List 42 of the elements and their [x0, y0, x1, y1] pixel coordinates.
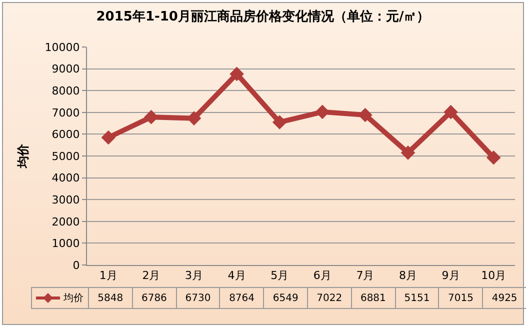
data-label: 6786: [132, 288, 176, 308]
data-label: 5848: [88, 288, 132, 308]
y-tick-label: 10000: [44, 40, 80, 54]
x-tick-label: 3月: [185, 269, 203, 282]
data-label: 8764: [220, 288, 264, 308]
legend-label: 均价: [62, 293, 84, 304]
x-tick-label: 2月: [142, 269, 160, 282]
data-label: 4925: [482, 288, 526, 308]
y-tick-label: 9000: [52, 62, 80, 76]
y-tick-label: 7000: [52, 106, 80, 120]
x-tick-label: 8月: [399, 269, 417, 282]
y-tick-label: 5000: [52, 150, 80, 163]
y-tick-label: 3000: [52, 193, 80, 206]
point: [486, 150, 501, 165]
x-tick-label: 10月: [481, 269, 506, 282]
x-tick-label: 5月: [270, 269, 289, 282]
point: [230, 66, 244, 82]
y-tick-label: 4000: [52, 172, 80, 185]
data-label: 6730: [176, 288, 220, 308]
x-tick-label: 7月: [356, 269, 374, 282]
data-label: 6549: [264, 288, 308, 308]
point: [400, 146, 416, 160]
data-label: 7022: [307, 288, 352, 308]
x-tick-label: 4月: [228, 269, 246, 282]
x-tick-label: 6月: [313, 269, 332, 282]
x-tick-label: 1月: [99, 269, 118, 282]
chart-title: 2015年1-10月丽江商品房价格变化情况（单位：元/㎡）: [96, 8, 430, 25]
y-tick-label: 1000: [52, 237, 80, 250]
y-tick-label: 2000: [52, 215, 80, 228]
y-tick-label: 0: [72, 258, 80, 272]
point: [444, 104, 458, 120]
point: [101, 130, 116, 145]
y-axis-title: 均价: [16, 143, 30, 169]
point: [358, 108, 372, 122]
data-label: 6881: [351, 288, 396, 308]
point: [144, 110, 158, 124]
data-label: 7015: [438, 288, 483, 308]
point: [272, 115, 287, 130]
data-label: 5151: [395, 288, 439, 308]
y-tick-label: 6000: [52, 128, 80, 142]
x-tick-label: 9月: [442, 269, 460, 282]
y-tick-label: 8000: [52, 84, 80, 98]
